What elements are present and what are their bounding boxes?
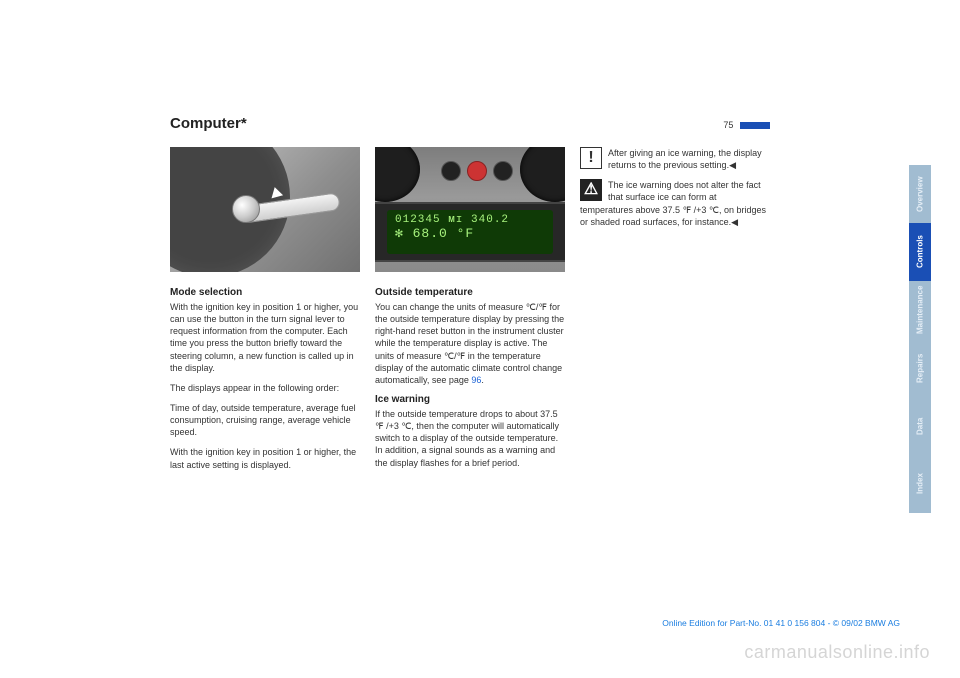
heading-ice-warning: Ice warning xyxy=(375,394,565,405)
heading-outside-temperature: Outside temperature xyxy=(375,287,565,298)
cluster-button-graphic xyxy=(493,161,513,181)
column-2: 012345 ᴍɪ 340.2 ✻ 68.0 °F Outside temper… xyxy=(375,147,565,479)
note-warning: ⚠ The ice warning does not alter the fac… xyxy=(580,179,770,228)
tab-index[interactable]: Index xyxy=(909,455,931,513)
page-number-bar xyxy=(740,122,770,129)
paragraph: The displays appear in the following ord… xyxy=(170,382,360,394)
watermark: carmanualsonline.info xyxy=(744,642,930,663)
page-link[interactable]: 96 xyxy=(471,375,481,385)
note-info: ! After giving an ice warning, the displ… xyxy=(580,147,770,171)
paragraph: If the outside temperature drops to abou… xyxy=(375,408,565,469)
lcd-line-1: 012345 ᴍɪ 340.2 xyxy=(395,214,545,226)
warning-icon: ⚠ xyxy=(580,179,602,201)
info-icon: ! xyxy=(580,147,602,169)
columns: Mode selection With the ignition key in … xyxy=(170,147,770,479)
paragraph: You can change the units of measure ℃/℉ … xyxy=(375,301,565,386)
paragraph: With the ignition key in position 1 or h… xyxy=(170,301,360,374)
tab-overview[interactable]: Overview xyxy=(909,165,931,223)
column-1: Mode selection With the ignition key in … xyxy=(170,147,360,479)
figure-display: 012345 ᴍɪ 340.2 ✻ 68.0 °F xyxy=(375,147,565,272)
tab-maintenance[interactable]: Maintenance xyxy=(909,281,931,339)
text: You can change the units of measure ℃/℉ … xyxy=(375,302,564,385)
hazard-button-graphic xyxy=(467,161,487,181)
tab-repairs[interactable]: Repairs xyxy=(909,339,931,397)
gauge-left-graphic xyxy=(375,147,420,202)
lever-knob-graphic xyxy=(232,195,260,223)
note-text: The ice warning does not alter the fact … xyxy=(580,180,766,226)
text: . xyxy=(481,375,484,385)
figure-mode-selection xyxy=(170,147,360,272)
cluster-button-graphic xyxy=(441,161,461,181)
tab-data[interactable]: Data xyxy=(909,397,931,455)
note-text: After giving an ice warning, the display… xyxy=(608,148,762,170)
footer-text: Online Edition for Part-No. 01 41 0 156 … xyxy=(662,618,900,628)
paragraph: Time of day, outside temperature, averag… xyxy=(170,402,360,438)
page-number: 75 xyxy=(723,120,733,130)
lcd-line-2: ✻ 68.0 °F xyxy=(395,226,545,241)
heading-mode-selection: Mode selection xyxy=(170,287,360,298)
column-3: ! After giving an ice warning, the displ… xyxy=(580,147,770,479)
page-title: Computer* xyxy=(170,115,247,132)
page-content: Computer* 75 Mode selection With the ign… xyxy=(170,115,850,625)
page-number-wrap: 75 xyxy=(723,120,770,131)
paragraph: With the ignition key in position 1 or h… xyxy=(170,446,360,470)
tab-controls[interactable]: Controls xyxy=(909,223,931,281)
gauge-right-graphic xyxy=(520,147,565,202)
title-row: Computer* 75 xyxy=(170,115,770,132)
side-tabs: Overview Controls Maintenance Repairs Da… xyxy=(909,165,931,513)
lcd-display: 012345 ᴍɪ 340.2 ✻ 68.0 °F xyxy=(387,210,553,254)
